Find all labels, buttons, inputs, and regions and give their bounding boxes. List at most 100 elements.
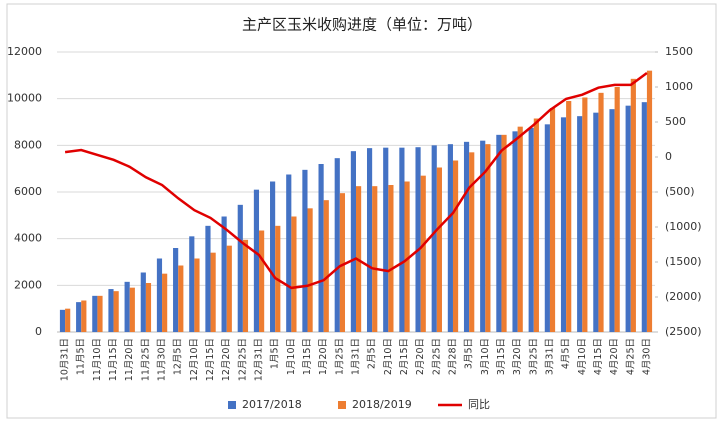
bar: [81, 300, 87, 332]
y-tick-label: 4000: [14, 232, 42, 245]
bar: [97, 295, 103, 332]
bar: [162, 273, 168, 332]
x-tick-label: 1月25日: [334, 338, 345, 375]
x-tick-label: 12月10日: [189, 338, 200, 381]
x-tick-label: 2月25日: [431, 338, 442, 375]
bar: [582, 97, 588, 332]
bar: [129, 287, 135, 332]
y2-tick-label: (1500): [665, 255, 702, 268]
x-tick-label: 11月15日: [108, 338, 119, 381]
y-tick-label: 8000: [14, 138, 42, 151]
bar: [431, 145, 437, 332]
bar: [108, 289, 114, 332]
x-tick-label: 11月20日: [124, 338, 135, 381]
x-tick-label: 4月25日: [625, 338, 636, 375]
bar: [544, 124, 550, 332]
bar: [242, 239, 249, 332]
x-tick-label: 3月5日: [464, 338, 475, 369]
bar: [501, 134, 507, 332]
bar: [372, 186, 378, 332]
bar: [452, 160, 459, 332]
x-tick-label: 2月15日: [399, 338, 410, 375]
legend-label: 同比: [468, 398, 490, 411]
x-tick-label: 3月31日: [544, 338, 555, 375]
y2-tick-label: 1500: [665, 45, 693, 58]
bar: [253, 189, 260, 332]
bar: [145, 283, 152, 332]
bar: [641, 102, 647, 333]
x-tick-label: 4月10日: [577, 338, 588, 375]
x-tick-label: 11月30日: [157, 338, 168, 381]
bar: [350, 151, 356, 332]
bar: [124, 281, 130, 332]
bar: [92, 295, 98, 332]
y2-tick-label: (2000): [665, 290, 702, 303]
bar: [383, 147, 389, 332]
bar: [259, 230, 265, 332]
x-tick-label: 3月15日: [496, 338, 507, 375]
y2-tick-label: (500): [665, 185, 695, 198]
y-tick-label: 0: [35, 325, 42, 338]
bar: [286, 174, 292, 332]
bar: [113, 291, 119, 332]
bar: [625, 105, 631, 333]
x-tick-label: 1月10日: [286, 338, 297, 375]
line: [64, 71, 648, 290]
bar: [463, 141, 470, 332]
x-tick-label: 2月28日: [447, 338, 458, 375]
bar: [291, 216, 297, 332]
bar: [528, 127, 534, 332]
bar: [270, 181, 276, 332]
bar: [549, 108, 556, 332]
bar: [560, 117, 567, 332]
x-tick-label: 12月20日: [221, 338, 232, 381]
x-tick-label: 1月20日: [318, 338, 329, 375]
bar: [614, 87, 620, 332]
bar: [593, 112, 599, 333]
x-tick-label: 3月25日: [528, 338, 539, 375]
y2-tick-label: (1000): [665, 220, 702, 233]
bar: [630, 78, 636, 332]
bar: [388, 185, 394, 332]
y-tick-label: 12000: [7, 45, 42, 58]
x-tick-label: 11月25日: [140, 338, 151, 381]
bar: [447, 144, 453, 332]
bar: [469, 152, 475, 332]
x-tick-label: 4月20日: [609, 338, 620, 375]
bar: [480, 140, 486, 332]
x-tick-label: 12月15日: [205, 338, 216, 381]
bar: [205, 225, 211, 332]
bar: [598, 92, 604, 332]
legend-swatch: [228, 401, 236, 409]
x-tick-label: 2月5日: [367, 338, 378, 369]
bar: [318, 164, 324, 332]
bar: [221, 216, 227, 332]
bar: [334, 158, 340, 332]
x-tick-label: 11月10日: [92, 338, 103, 381]
bar: [339, 193, 346, 332]
x-tick-label: 1月31日: [351, 338, 362, 375]
y2-tick-label: 500: [665, 115, 686, 128]
bar: [323, 200, 329, 332]
bar: [237, 204, 243, 332]
bar: [415, 147, 421, 332]
x-tick-label: 4月5日: [561, 338, 572, 369]
bar: [140, 272, 146, 332]
bar: [59, 309, 66, 332]
bar: [210, 252, 216, 332]
x-tick-label: 2月20日: [415, 338, 426, 375]
bar: [76, 302, 82, 332]
bar: [566, 101, 572, 332]
bar: [404, 181, 410, 332]
y-tick-label: 2000: [14, 278, 42, 291]
x-tick-label: 12月5日: [173, 338, 184, 375]
y-tick-label: 6000: [14, 185, 42, 198]
bar: [485, 144, 491, 332]
bar: [496, 134, 502, 332]
bar: [189, 236, 195, 332]
bar: [178, 265, 184, 332]
bar: [307, 208, 313, 332]
bar: [65, 308, 71, 332]
bar: [302, 169, 308, 332]
x-tick-label: 3月10日: [480, 338, 491, 375]
